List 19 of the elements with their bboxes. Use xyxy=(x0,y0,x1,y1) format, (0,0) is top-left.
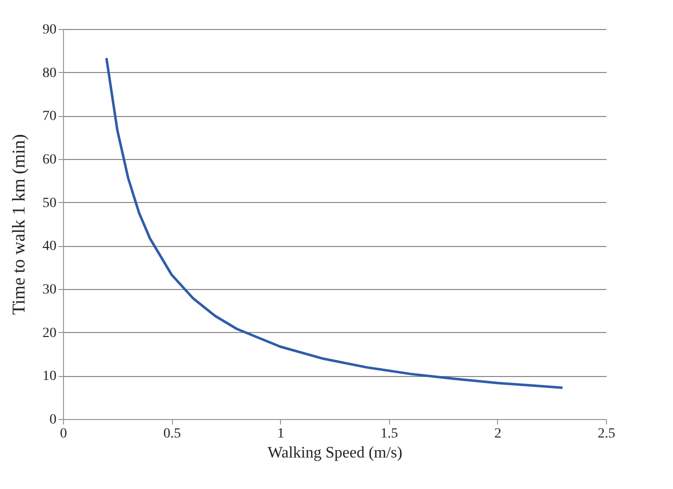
y-tick-label: 20 xyxy=(42,326,56,341)
y-axis-title: Time to walk 1 km (min) xyxy=(8,134,28,315)
x-tick-label: 2 xyxy=(494,426,502,442)
y-tick-label: 0 xyxy=(50,412,56,428)
x-tick-label: 0 xyxy=(60,426,67,442)
y-tick-label: 70 xyxy=(42,109,56,124)
y-tick-label: 90 xyxy=(42,22,56,38)
y-tick-label: 10 xyxy=(42,369,56,384)
y-tick-label: 40 xyxy=(42,239,56,254)
x-tick-label: 0.5 xyxy=(163,426,181,442)
y-tick-label: 60 xyxy=(42,152,56,168)
y-tick-label: 30 xyxy=(42,282,56,298)
line-series xyxy=(105,56,564,390)
x-tick-label: 2.5 xyxy=(598,426,616,442)
y-tick-label: 80 xyxy=(42,66,56,81)
y-tick-label: 50 xyxy=(42,196,56,211)
x-axis-title: Walking Speed (m/s) xyxy=(268,444,402,462)
x-tick-label: 1.5 xyxy=(380,426,398,442)
x-tick-label: 1 xyxy=(277,426,284,442)
